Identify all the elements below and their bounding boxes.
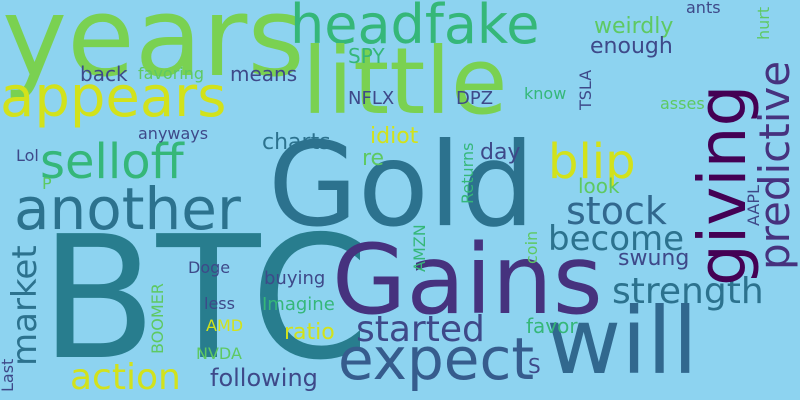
word-look: look — [578, 174, 620, 198]
word-lol: Lol — [16, 146, 39, 165]
word-become: become — [548, 219, 685, 259]
word-little: little — [302, 28, 508, 135]
word-back: back — [80, 62, 128, 86]
word-asses: asses — [660, 94, 705, 113]
word-ratio: ratio — [284, 320, 335, 345]
word-doge: Doge — [188, 258, 231, 277]
word-another: another — [14, 175, 241, 243]
word-blip: blip — [548, 134, 636, 190]
word-last: Last — [0, 358, 17, 392]
word-expect: expect — [338, 325, 535, 393]
word-btc: BTC — [40, 200, 370, 398]
word-boomer: BOOMER — [148, 283, 167, 354]
word-action: action — [70, 357, 181, 398]
word-appears: appears — [0, 65, 227, 130]
word-stock: stock — [566, 189, 667, 233]
word-market: market — [5, 245, 45, 366]
word-weirdly: weirdly — [594, 14, 674, 39]
word-amd: AMD — [206, 316, 244, 335]
word-gold: Gold — [268, 118, 535, 253]
word-coin: coin — [522, 230, 541, 264]
word-started: started — [356, 309, 485, 350]
word-returns: Returns — [458, 142, 477, 204]
word-swung: swung — [618, 246, 690, 271]
word-dpz: DPZ — [456, 88, 494, 109]
word-hurt: hurt — [754, 6, 773, 40]
word-amzn: AMZN — [410, 224, 429, 272]
word-nflx: NFLX — [348, 88, 395, 109]
word-know: know — [524, 84, 567, 103]
word-gains: Gains — [332, 224, 603, 336]
word-years: years — [2, 0, 305, 101]
word-imagine: Imagine — [262, 294, 335, 315]
word-means: means — [230, 62, 298, 86]
word-favoring: favoring — [138, 64, 205, 83]
word-favor: favor — [526, 314, 578, 338]
word-strength: strength — [612, 271, 764, 312]
word-will: will — [546, 288, 698, 395]
word-nvda: NVDA — [196, 344, 242, 363]
word-enough: enough — [590, 34, 673, 59]
word-predictive: predictive — [750, 60, 799, 270]
word-aapl: AAPL — [744, 185, 763, 226]
word-re: re — [362, 146, 385, 171]
word-following: following — [210, 364, 318, 392]
word-idiot: idiot — [370, 124, 419, 149]
word-spy: SPY — [348, 44, 385, 68]
word-buying: buying — [264, 268, 326, 289]
word-p: P — [42, 174, 52, 193]
word-charts: charts — [262, 130, 331, 155]
word-ants: ants — [686, 0, 721, 17]
word-tsla: TSLA — [576, 69, 595, 110]
word-anyways: anyways — [138, 124, 209, 143]
word-selloff: selloff — [40, 134, 184, 190]
word-s: S — [528, 354, 541, 378]
word-less: less — [204, 294, 235, 313]
word-day: day — [480, 140, 521, 165]
word-headfake: headfake — [290, 0, 540, 56]
